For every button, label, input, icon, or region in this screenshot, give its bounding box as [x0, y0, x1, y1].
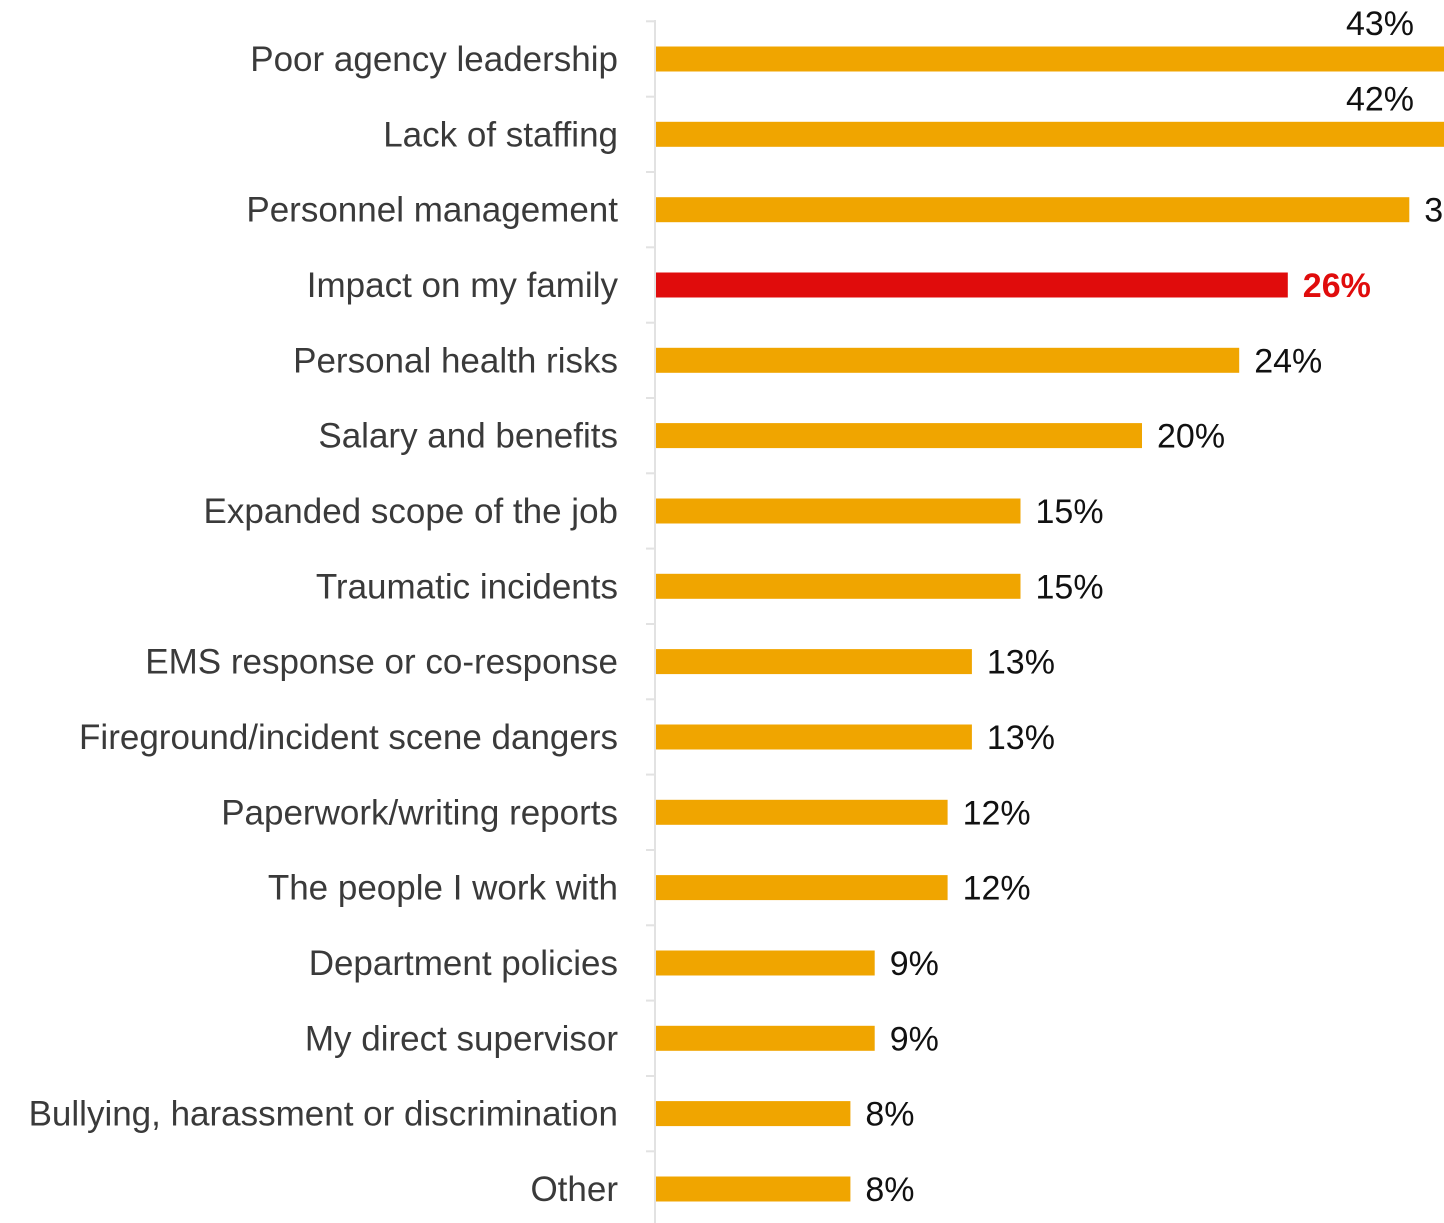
value-label: 13% — [987, 719, 1055, 757]
value-label: 43% — [1346, 5, 1414, 43]
category-label: Fireground/incident scene dangers — [79, 718, 618, 757]
value-label: 20% — [1157, 418, 1225, 456]
category-label: Traumatic incidents — [316, 567, 618, 606]
value-label: 15% — [1036, 568, 1104, 606]
bars — [656, 46, 1444, 1202]
value-label: 13% — [987, 644, 1055, 682]
bar — [656, 347, 1240, 373]
bar — [656, 649, 972, 675]
bar — [656, 423, 1142, 449]
bar — [656, 799, 948, 825]
value-label: 8% — [865, 1171, 914, 1209]
value-label: 15% — [1036, 493, 1104, 531]
category-label: Salary and benefits — [318, 417, 618, 456]
bar — [656, 1025, 875, 1051]
category-label: Bullying, harassment or discrimination — [29, 1095, 618, 1134]
category-label: The people I work with — [268, 869, 618, 908]
bar — [656, 1176, 851, 1202]
category-label: Department policies — [309, 944, 618, 983]
category-label: EMS response or co-response — [145, 643, 618, 682]
bar — [656, 498, 1021, 524]
category-label: Personnel management — [246, 191, 618, 230]
category-label: My direct supervisor — [305, 1019, 618, 1058]
value-label: 12% — [963, 870, 1031, 908]
value-labels: 43% 42% 31% 26% 24% 20% 15% 15% 13% 13% 12% 12% 9% 9%… — [865, 5, 1444, 1209]
category-labels: Poor agency leadership Lack of staffing Pe… — [29, 40, 619, 1209]
value-label: 42% — [1346, 80, 1414, 118]
value-label: 9% — [890, 1020, 939, 1058]
bar — [656, 197, 1410, 223]
value-label: 31% — [1424, 192, 1444, 230]
axis-ticks — [646, 20, 655, 1153]
bar — [656, 950, 875, 976]
value-label: 12% — [963, 794, 1031, 832]
category-label: Other — [530, 1170, 618, 1209]
category-label: Personal health risks — [293, 341, 618, 380]
bar — [656, 1101, 851, 1127]
category-label: Expanded scope of the job — [204, 492, 618, 531]
value-label: 8% — [865, 1096, 914, 1134]
bar — [656, 272, 1288, 298]
value-label: 26% — [1303, 267, 1371, 305]
category-label: Paperwork/writing reports — [221, 793, 618, 832]
bar — [656, 573, 1021, 599]
value-label: 9% — [890, 945, 939, 983]
bar — [656, 46, 1444, 72]
category-label: Impact on my family — [307, 266, 619, 305]
bar — [656, 121, 1444, 147]
bar — [656, 875, 948, 901]
category-label: Lack of staffing — [383, 115, 618, 154]
bar — [656, 724, 972, 750]
value-label: 24% — [1254, 342, 1322, 380]
category-label: Poor agency leadership — [250, 40, 618, 79]
